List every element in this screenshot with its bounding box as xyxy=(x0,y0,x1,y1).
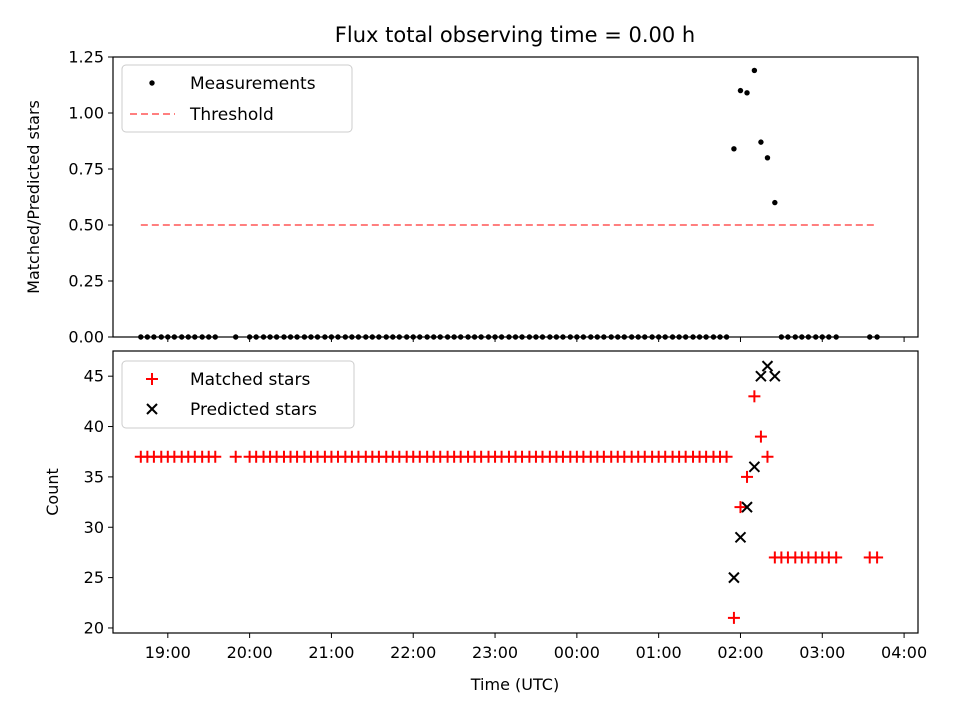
top-legend: Measurements Threshold xyxy=(121,64,353,133)
legend-predicted-label: Predicted stars xyxy=(190,400,317,420)
matched-stars-point xyxy=(720,450,733,463)
x-tick-label: 00:00 xyxy=(554,643,600,662)
x-tick-label: 23:00 xyxy=(472,643,518,662)
x-tick-label: 01:00 xyxy=(636,643,682,662)
legend-measurements-label: Measurements xyxy=(190,74,316,94)
measurement-point xyxy=(772,199,778,206)
legend-measurements-marker xyxy=(149,80,155,86)
top-y-tick-label: 0.75 xyxy=(68,160,104,179)
matched-stars-point xyxy=(761,450,774,463)
predicted-stars-point xyxy=(769,370,781,382)
matched-stars-point xyxy=(748,390,761,403)
matched-stars-point xyxy=(209,450,222,463)
top-y-tick-label: 0.50 xyxy=(68,216,104,235)
legend-predicted-marker xyxy=(146,403,158,415)
matched-stars-point xyxy=(754,430,767,443)
top-legend-box xyxy=(121,64,353,133)
x-tick-label: 04:00 xyxy=(881,643,927,662)
matched-stars-point xyxy=(229,450,242,463)
x-axis-label: Time (UTC) xyxy=(470,675,559,694)
predicted-stars-point xyxy=(728,571,740,584)
bottom-y-tick-label: 25 xyxy=(84,568,104,587)
bottom-x-ticks: 19:00 20:00 21:00 22:00 23:00 00:00 01:00 02:00… xyxy=(145,633,927,662)
bottom-legend-box xyxy=(121,360,355,429)
matched-stars-point xyxy=(734,501,747,514)
measurement-point xyxy=(744,90,750,96)
matched-stars-point xyxy=(871,551,884,564)
predicted-stars-point xyxy=(734,531,747,544)
x-tick-label: 20:00 xyxy=(227,643,273,662)
top-y-axis-label: Matched/Predicted stars xyxy=(24,100,43,294)
top-x-ticks xyxy=(167,337,905,342)
measurement-point xyxy=(737,87,744,94)
legend-matched-label: Matched stars xyxy=(190,370,310,390)
chart-title: Flux total observing time = 0.00 h xyxy=(335,23,695,47)
bottom-legend: Matched stars Predicted stars xyxy=(121,360,355,429)
x-tick-label: 02:00 xyxy=(717,643,763,662)
bottom-data-layer xyxy=(134,360,884,624)
top-axes-frame xyxy=(112,56,919,338)
measurement-point xyxy=(764,155,771,161)
x-tick-label: 03:00 xyxy=(799,643,845,662)
top-y-tick-label: 1.25 xyxy=(68,48,104,67)
x-tick-label: 22:00 xyxy=(390,643,436,662)
bottom-y-ticks: 20 25 30 35 40 45 xyxy=(84,367,113,637)
bottom-y-tick-label: 45 xyxy=(84,367,104,386)
measurement-point xyxy=(751,67,758,74)
legend-threshold-label: Threshold xyxy=(189,105,274,125)
top-y-ticks: 0.00 0.25 0.50 0.75 1.00 1.25 xyxy=(68,48,113,347)
measurement-point xyxy=(758,139,764,145)
predicted-stars-point xyxy=(761,360,774,372)
x-tick-label: 19:00 xyxy=(145,643,191,662)
bottom-panel: 20 25 30 35 40 45 19:00 20:00 21:00 22:00 23:00 00… xyxy=(43,350,927,694)
x-tick-label: 21:00 xyxy=(308,643,354,662)
predicted-stars-point xyxy=(755,370,767,382)
bottom-y-tick-label: 40 xyxy=(84,417,104,436)
predicted-stars-point xyxy=(748,461,761,473)
top-y-tick-label: 0.00 xyxy=(68,328,104,347)
bottom-y-tick-label: 30 xyxy=(84,518,104,537)
measurement-point xyxy=(731,146,737,152)
bottom-y-tick-label: 20 xyxy=(84,618,104,637)
bottom-y-axis-label: Count xyxy=(43,468,62,516)
matched-stars-point xyxy=(830,551,843,564)
top-y-tick-label: 1.00 xyxy=(68,104,104,123)
legend-matched-marker xyxy=(146,373,158,385)
bottom-axes-frame xyxy=(112,350,919,634)
bottom-y-tick-label: 35 xyxy=(84,467,104,486)
top-panel: 0.00 0.25 0.50 0.75 1.00 1.25 Matched/Predict… xyxy=(24,48,919,347)
matched-stars-point xyxy=(741,470,754,483)
top-y-tick-label: 0.25 xyxy=(68,272,104,291)
matched-stars-point xyxy=(727,611,740,624)
predicted-stars-point xyxy=(741,501,753,513)
